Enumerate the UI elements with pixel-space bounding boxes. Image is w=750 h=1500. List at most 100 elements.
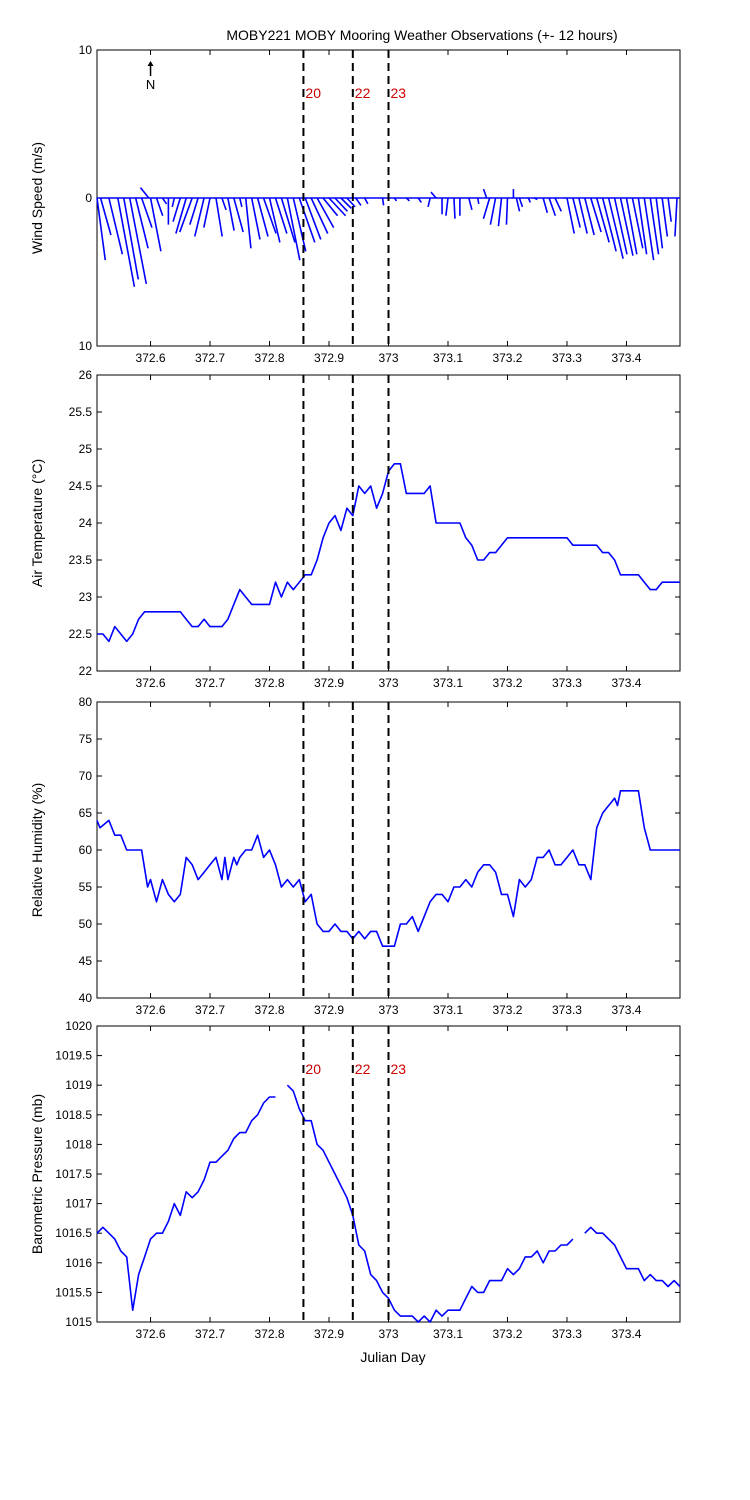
wind-vector: [298, 197, 316, 243]
y-tick-label: 60: [79, 843, 93, 857]
y-tick-label: 25: [79, 442, 93, 456]
y-tick-label: 26: [79, 368, 93, 382]
x-tick-label: 372.6: [136, 1327, 166, 1341]
y-tick-label: 23.5: [69, 553, 93, 567]
x-tick-label: 373.2: [492, 351, 522, 365]
wind-vector: [221, 197, 227, 211]
x-tick-label: 372.9: [314, 1327, 344, 1341]
y-tick-label: 1015: [65, 1315, 92, 1329]
wind-vector: [149, 197, 162, 252]
wind-vector: [292, 197, 307, 252]
x-tick-label: 373.1: [433, 1327, 463, 1341]
wind-vector: [262, 197, 277, 234]
x-tick-label: 372.8: [255, 676, 285, 690]
wind-vector: [340, 197, 352, 209]
wind-vector: [172, 197, 182, 222]
y-axis-label: Relative Humidity (%): [29, 783, 45, 918]
event-marker-label: 23: [391, 85, 407, 101]
x-tick-label: 372.8: [255, 351, 285, 365]
wind-vector: [96, 197, 107, 261]
x-tick-label: 373.1: [433, 1003, 463, 1017]
wind-vector: [393, 197, 398, 202]
y-tick-label: 1020: [65, 1019, 92, 1033]
wind-vector: [161, 197, 168, 205]
y-tick-label: 1016: [65, 1256, 92, 1270]
y-tick-label: 55: [79, 880, 93, 894]
wind-vector: [430, 191, 437, 199]
wind-vector: [117, 197, 136, 287]
wind-vector: [637, 197, 648, 255]
wind-vector: [613, 197, 628, 255]
wind-vector: [405, 197, 411, 202]
y-tick-label: 40: [79, 991, 93, 1005]
data-line: [584, 1226, 681, 1288]
panel-3: 40 45 50 55 60 65 70 75 80 372.6 372.7 372.8 372.9 37…: [29, 695, 681, 1017]
wind-vector: [417, 197, 423, 203]
wind-vector: [175, 197, 188, 234]
x-tick-label: 373.2: [492, 676, 522, 690]
wind-vector: [179, 197, 193, 233]
y-tick-label: 65: [79, 806, 93, 820]
panel-4: 1015 1015.5 1016 1016.5 1017 1017.5 1018 1018.5…: [29, 1019, 681, 1341]
x-tick-label: 373.3: [552, 351, 582, 365]
x-tick-label: 373.4: [611, 676, 641, 690]
event-marker-label: 20: [305, 85, 321, 101]
wind-vector: [619, 197, 634, 256]
y-tick-label: 10: [79, 339, 93, 353]
x-tick-label: 373.4: [611, 1003, 641, 1017]
data-line: [96, 790, 680, 947]
wind-vector: [445, 197, 449, 216]
wind-vector: [244, 197, 252, 249]
wind-vector: [527, 197, 532, 203]
wind-vector: [99, 197, 112, 236]
wind-vector: [468, 197, 473, 211]
x-tick-label: 373.4: [611, 351, 641, 365]
wind-vector: [482, 197, 491, 219]
x-tick-label: 373.1: [433, 676, 463, 690]
x-tick-label: 373: [378, 351, 398, 365]
wind-vector: [595, 197, 610, 243]
wind-vector: [578, 197, 588, 234]
x-tick-label: 372.8: [255, 1327, 285, 1341]
wind-vector: [572, 197, 581, 228]
y-tick-label: 1015.5: [55, 1285, 92, 1299]
wind-vector: [533, 197, 538, 201]
wind-vector: [256, 197, 269, 237]
wind-vector: [482, 188, 488, 199]
wind-vector: [346, 197, 356, 208]
wind-vector: [203, 197, 211, 228]
x-tick-label: 372.9: [314, 676, 344, 690]
wind-vector: [268, 197, 281, 243]
wind-vector: [139, 187, 150, 199]
wind-vector: [155, 197, 164, 217]
wind-vector: [566, 197, 576, 234]
event-marker-label: 23: [391, 1061, 407, 1077]
y-tick-label: 1016.5: [55, 1226, 92, 1240]
wind-vector: [250, 197, 261, 240]
x-tick-label: 373: [378, 1327, 398, 1341]
y-tick-label: 23: [79, 590, 93, 604]
event-marker-label: 20: [305, 1061, 321, 1077]
panel-2: 22 22.5 23 23.5 24 24.5 25 25.5 26 372.6 372.7 372.…: [29, 368, 681, 690]
wind-vector: [589, 197, 602, 233]
wind-vector: [515, 197, 521, 212]
wind-vector: [667, 197, 673, 222]
wind-vector: [476, 197, 480, 205]
wind-vector: [134, 197, 149, 249]
wind-vector: [108, 197, 124, 255]
wind-vector: [280, 197, 296, 243]
wind-vector: [655, 197, 664, 249]
wind-vector: [554, 197, 563, 212]
wind-vector: [607, 197, 624, 259]
wind-vector: [322, 197, 339, 217]
x-tick-label: 373: [378, 1003, 398, 1017]
wind-vector: [304, 197, 322, 240]
y-tick-label: 1018: [65, 1137, 92, 1151]
wind-vector: [189, 197, 199, 225]
wind-vector: [497, 197, 503, 227]
x-tick-label: 372.6: [136, 351, 166, 365]
wind-vector: [238, 197, 243, 208]
x-tick-label: 373.4: [611, 1327, 641, 1341]
wind-vector: [140, 197, 153, 228]
